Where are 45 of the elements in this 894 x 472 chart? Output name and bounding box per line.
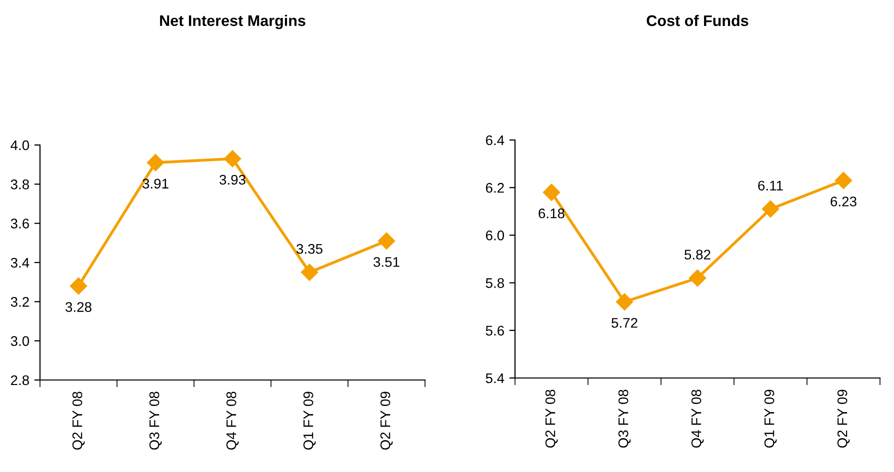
point [70, 277, 88, 295]
data-label: 6.11 [758, 180, 783, 191]
x-tick-label: Q2 FY 08 [545, 390, 558, 448]
y-tick-label: 5.4 [486, 373, 504, 384]
data-label: 6.18 [538, 208, 564, 218]
y-tick-label: 6.4 [486, 135, 504, 146]
data-label: 3.91 [142, 178, 168, 189]
y-tick-label: 5.6 [486, 326, 504, 336]
point [762, 200, 780, 218]
x-tick-label: Q3 FY 08 [618, 390, 631, 448]
y-tick-label: 3.6 [10, 218, 29, 229]
y-tick-label: 5.8 [486, 278, 504, 288]
data-label: 5.82 [684, 250, 710, 260]
data-label: 6.23 [830, 196, 856, 206]
x-tick-label: Q2 FY 09 [380, 392, 393, 450]
data-label: 3.93 [220, 174, 246, 185]
x-tick-label: Q1 FY 09 [764, 390, 777, 448]
point [542, 184, 560, 201]
chart-title: Net Interest Margins [160, 14, 306, 30]
y-tick-label: 3.4 [10, 258, 30, 268]
point [378, 232, 396, 250]
x-tick-label: Q3 FY 08 [149, 392, 162, 450]
y-tick-label: 3.8 [10, 180, 29, 190]
y-tick-label: 4.0 [10, 140, 30, 150]
x-tick-label: Q1 FY 09 [303, 392, 316, 450]
y-tick-label: 2.8 [10, 375, 29, 386]
point [688, 269, 706, 287]
point [300, 264, 318, 281]
y-tick-label: 6.0 [486, 230, 504, 240]
data-label: 3.35 [296, 244, 322, 254]
chart-title: Cost of Funds [646, 14, 748, 26]
y-tick-label: 3.0 [10, 336, 30, 346]
x-tick-label: Q4 FY 08 [226, 392, 239, 450]
point [616, 293, 634, 310]
y-tick-label: 6.2 [486, 182, 504, 193]
x-tick-label: Q2 FY 08 [72, 392, 85, 450]
x-tick-label: Q4 FY 08 [691, 390, 704, 448]
data-label: 3.28 [66, 302, 92, 312]
x-tick-label: Q2 FY 09 [837, 390, 850, 448]
point [146, 154, 164, 172]
y-tick-label: 3.2 [10, 297, 29, 307]
point [834, 172, 852, 190]
data-label: 3.51 [374, 257, 400, 267]
data-label: 5.72 [612, 318, 638, 328]
point [224, 150, 242, 168]
